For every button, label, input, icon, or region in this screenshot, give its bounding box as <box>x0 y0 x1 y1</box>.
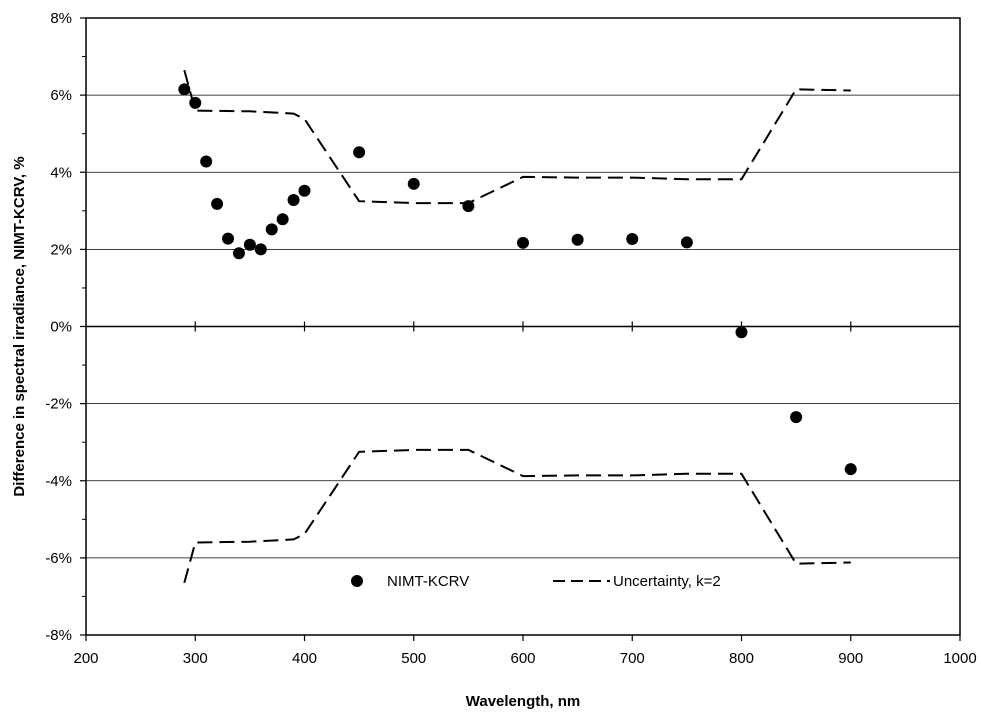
y-tick-label: 2% <box>50 241 72 258</box>
gridlines <box>86 94 960 559</box>
data-point <box>298 184 311 197</box>
x-tick-label: 700 <box>620 650 645 667</box>
x-tick-label: 400 <box>292 650 317 667</box>
data-point <box>243 238 256 251</box>
legend-label-nimt-kcrv: NIMT-KCRV <box>387 573 469 590</box>
data-point <box>735 326 748 339</box>
legend-marker-nimt-kcrv <box>351 575 363 587</box>
x-tick-label: 900 <box>838 650 863 667</box>
y-tick-label: 8% <box>50 10 72 27</box>
series-layer <box>178 69 857 584</box>
data-point <box>178 83 191 96</box>
legend: NIMT-KCRV Uncertainty, k=2 <box>351 573 721 590</box>
x-tick-label: 200 <box>73 650 98 667</box>
data-point <box>276 213 289 226</box>
y-tick-label: 6% <box>50 87 72 104</box>
y-axis-title: Difference in spectral irradiance, NIMT-… <box>11 156 28 496</box>
x-tick-label: 500 <box>401 650 426 667</box>
y-tick-label: -2% <box>45 396 72 413</box>
legend-label-uncertainty: Uncertainty, k=2 <box>613 573 721 590</box>
x-tick-label: 1000 <box>943 650 976 667</box>
data-point <box>844 463 857 476</box>
uncertainty-line-2 <box>183 448 851 584</box>
data-point <box>517 236 529 249</box>
data-point <box>790 411 803 424</box>
uncertainty-line-1 <box>183 69 851 205</box>
x-tick-label: 600 <box>510 650 535 667</box>
data-point <box>254 243 267 256</box>
y-tick-label: -6% <box>45 550 72 567</box>
data-point <box>232 247 245 260</box>
data-point <box>265 223 278 236</box>
data-point <box>626 232 639 245</box>
data-point <box>211 197 224 210</box>
data-point <box>222 232 235 245</box>
y-tick-label: -4% <box>45 473 72 490</box>
data-point <box>571 233 584 246</box>
data-point <box>287 194 300 207</box>
data-point <box>407 177 420 190</box>
x-tick-label: 800 <box>729 650 754 667</box>
y-tick-label: 0% <box>50 319 72 336</box>
y-tick-label: -8% <box>45 627 72 644</box>
x-tick-label: 300 <box>183 650 208 667</box>
data-point <box>353 146 366 159</box>
axis-labels: -8% -6% -4% -2% 0% 2% 4% 6% 8% 200 300 400 500 600 700… <box>45 10 976 667</box>
x-axis-title: Wavelength, nm <box>466 693 580 710</box>
data-point <box>680 236 693 249</box>
y-tick-label: 4% <box>50 164 72 181</box>
data-point <box>200 155 213 168</box>
